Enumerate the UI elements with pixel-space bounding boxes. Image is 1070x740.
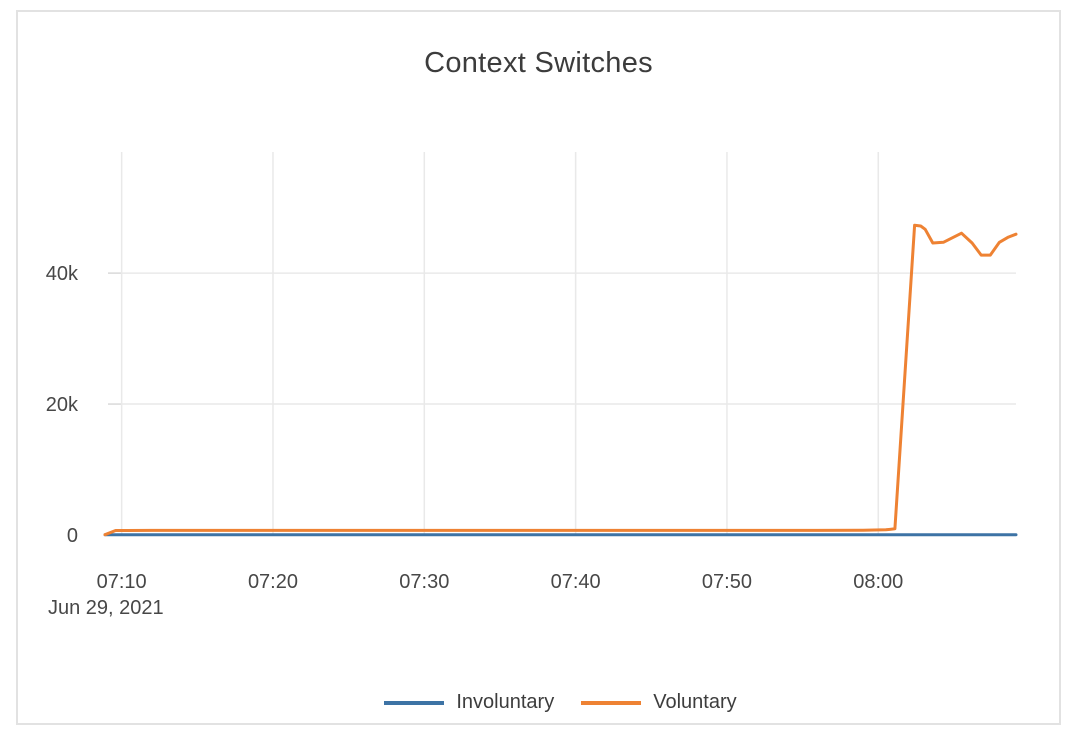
y-tick-label: 20k (46, 394, 79, 416)
x-axis-date-label: Jun 29, 2021 (48, 597, 164, 619)
voluntary-line-swatch-icon (581, 700, 642, 705)
x-tick-label: 08:00 (853, 571, 903, 593)
legend: Involuntary Voluntary (105, 691, 1016, 714)
x-tick-label: 07:50 (702, 571, 752, 593)
x-tick-label: 07:20 (248, 571, 298, 593)
x-tick-label: 07:10 (97, 571, 147, 593)
y-tick-label: 40k (46, 263, 79, 285)
chart-title: Context Switches (424, 47, 653, 79)
series-line-voluntary[interactable] (103, 223, 1018, 537)
y-tick-label: 0 (67, 525, 78, 547)
legend-item-involuntary[interactable]: Involuntary (384, 691, 554, 714)
legend-label-involuntary: Involuntary (456, 691, 555, 713)
involuntary-line-swatch-icon (384, 700, 445, 705)
x-tick-label: 07:40 (551, 571, 601, 593)
legend-label-voluntary: Voluntary (653, 691, 737, 713)
chart-panel (16, 10, 1061, 725)
x-tick-label: 07:30 (399, 571, 449, 593)
legend-item-voluntary[interactable]: Voluntary (581, 691, 737, 714)
